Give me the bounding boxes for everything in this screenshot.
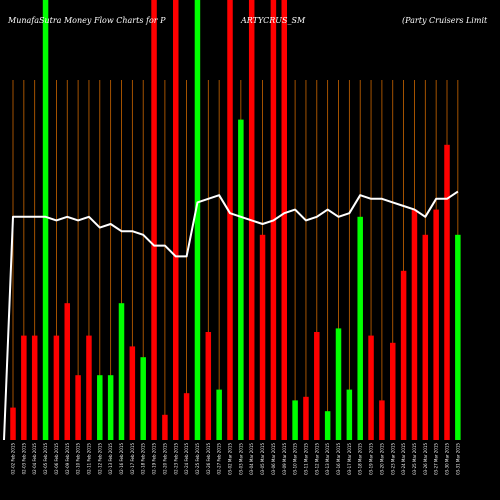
- bar-7: [75, 375, 81, 440]
- bar-16: [173, 0, 179, 440]
- bar-19: [205, 332, 212, 440]
- bar-15: [162, 414, 168, 440]
- bar-8: [86, 335, 92, 440]
- x-tick-label: 03-17 Mar 2015: [347, 443, 352, 475]
- bar-9: [97, 375, 103, 440]
- bar-41: [444, 144, 450, 441]
- x-tick-label: 03-12 Mar 2015: [314, 443, 319, 475]
- x-tick-label: 03-25 Mar 2015: [412, 443, 417, 475]
- chart-title-part-3: (Party Cruisers Limit: [402, 16, 488, 25]
- x-tick-label: 02-12 Feb 2015: [97, 443, 102, 475]
- bar-39: [422, 234, 429, 440]
- x-tick-label: 02-06 Feb 2015: [54, 443, 59, 475]
- chart-title-part-2: ARTYCRUS_SM: [240, 16, 306, 25]
- bar-31: [335, 328, 342, 440]
- x-tick-label: 03-06 Mar 2015: [271, 443, 276, 475]
- x-tick-label: 02-11 Feb 2015: [86, 443, 91, 475]
- x-tick-label: 03-27 Mar 2015: [434, 443, 439, 475]
- x-tick-label: 03-24 Mar 2015: [401, 443, 406, 475]
- x-tick-label: 02-05 Feb 2015: [43, 443, 48, 475]
- x-tick-label: 03-20 Mar 2015: [379, 443, 384, 475]
- x-tick-label: 03-03 Mar 2015: [238, 443, 243, 475]
- bar-38: [411, 209, 418, 440]
- x-tick-label: 02-02 Feb 2015: [11, 443, 16, 475]
- x-tick-label: 02-13 Feb 2015: [108, 443, 113, 475]
- x-tick-label: 03-23 Mar 2015: [390, 443, 395, 475]
- bar-6: [64, 303, 70, 440]
- chart-title-part-1: MunafaSutra Money Flow Charts for P: [7, 16, 166, 25]
- x-tick-label: 02-24 Feb 2015: [184, 443, 189, 475]
- bar-17: [183, 393, 190, 440]
- x-tick-label: 03-16 Mar 2015: [336, 443, 341, 475]
- x-tick-label: 02-26 Feb 2015: [206, 443, 211, 475]
- x-tick-label: 03-13 Mar 2015: [325, 443, 330, 475]
- bar-10: [107, 375, 114, 440]
- flow-line: [3, 190, 459, 441]
- bar-32: [346, 389, 353, 440]
- bar-28: [303, 396, 309, 440]
- bar-13: [140, 357, 146, 440]
- x-tick-label: 02-04 Feb 2015: [32, 443, 37, 475]
- bar-40: [433, 209, 439, 440]
- bar-20: [216, 389, 222, 440]
- x-tick-label: 02-23 Feb 2015: [173, 443, 178, 475]
- x-tick-label: 03-02 Mar 2015: [228, 443, 233, 475]
- x-tick-label: 02-18 Feb 2015: [141, 443, 146, 475]
- bar-27: [292, 400, 298, 440]
- x-tick-label: 02-17 Feb 2015: [130, 443, 135, 475]
- bar-4: [42, 0, 49, 440]
- bar-12: [129, 346, 136, 440]
- x-tick-label: 03-18 Mar 2015: [358, 443, 363, 475]
- x-tick-label: 02-10 Feb 2015: [76, 443, 81, 475]
- bar-37: [400, 270, 407, 440]
- x-tick-label: 03-26 Mar 2015: [423, 443, 428, 475]
- x-tick-label: 02-16 Feb 2015: [119, 443, 124, 475]
- flow-line-path: [3, 190, 459, 441]
- bar-34: [368, 335, 374, 440]
- x-tick-label: 02-03 Feb 2015: [21, 443, 26, 475]
- x-tick-label: 02-20 Feb 2015: [162, 443, 167, 475]
- bar-35: [379, 400, 385, 440]
- x-tick-label: 03-10 Mar 2015: [293, 443, 298, 475]
- bar-29: [314, 332, 320, 440]
- bar-30: [324, 411, 331, 440]
- bars: [10, 0, 461, 441]
- bar-11: [118, 303, 125, 440]
- x-tick-label: 02-09 Feb 2015: [65, 443, 70, 475]
- x-tick-label: 03-30 Mar 2015: [445, 443, 450, 475]
- x-tick-label: 03-04 Mar 2015: [249, 443, 254, 475]
- x-axis-labels: 02-02 Feb 2015 02-03 Feb 2015 02-04 Feb 20…: [11, 443, 461, 475]
- bar-5: [53, 335, 60, 440]
- bar-14: [151, 0, 157, 440]
- bar-26: [281, 0, 287, 440]
- bar-36: [390, 342, 396, 440]
- bar-3: [31, 335, 38, 440]
- bar-22: [238, 119, 244, 440]
- bar-33: [357, 216, 363, 440]
- x-tick-label: 03-05 Mar 2015: [260, 443, 265, 475]
- x-tick-label: 02-27 Feb 2015: [217, 443, 222, 475]
- x-tick-label: 02-19 Feb 2015: [152, 443, 157, 475]
- bar-1: [10, 407, 16, 440]
- bar-18: [194, 0, 201, 440]
- bar-42: [455, 234, 461, 440]
- x-tick-label: 02-25 Feb 2015: [195, 443, 200, 475]
- bar-21: [227, 0, 233, 440]
- bar-24: [259, 234, 266, 440]
- bar-2: [21, 335, 27, 440]
- x-tick-label: 03-11 Mar 2015: [303, 443, 308, 475]
- x-tick-label: 03-09 Mar 2015: [282, 443, 287, 475]
- x-tick-label: 03-31 Mar 2015: [455, 443, 460, 475]
- x-tick-label: 03-19 Mar 2015: [369, 443, 374, 475]
